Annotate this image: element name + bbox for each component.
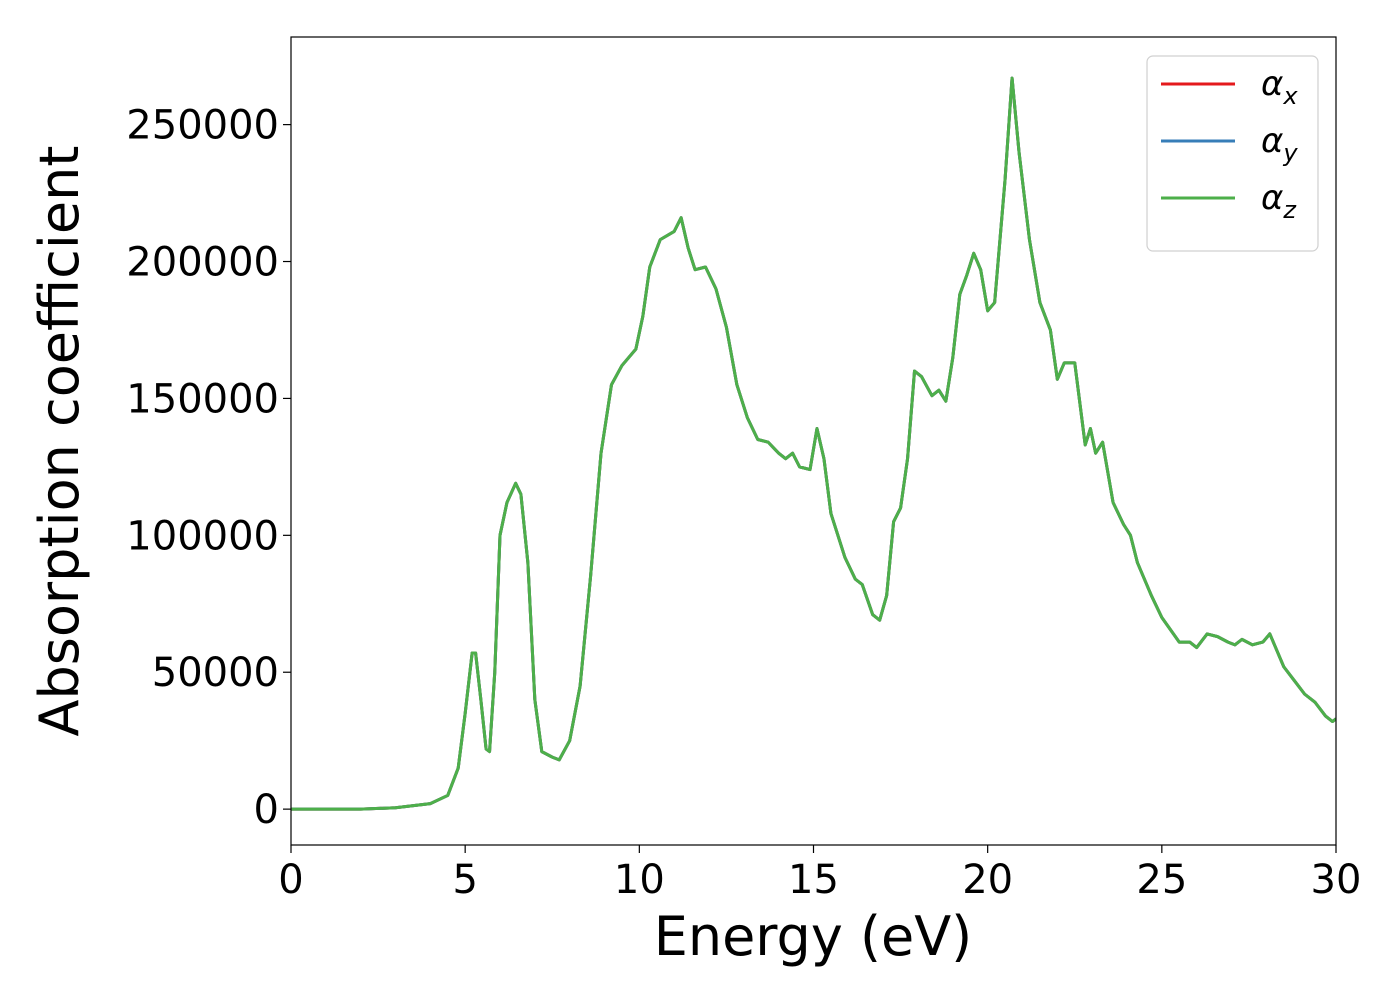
x-tick-label: 0 bbox=[278, 857, 303, 903]
y-tick-label: 0 bbox=[254, 787, 279, 833]
legend-box bbox=[1146, 55, 1319, 252]
legend-label: αz bbox=[1261, 178, 1297, 224]
legend-label: αx bbox=[1261, 64, 1298, 110]
x-axis-label: Energy (eV) bbox=[654, 905, 973, 968]
x-tick-label: 20 bbox=[962, 857, 1013, 903]
y-axis-label: Absorption coefficient bbox=[28, 146, 91, 737]
x-tick-label: 10 bbox=[614, 857, 665, 903]
x-tick-label: 15 bbox=[788, 857, 839, 903]
plot-frame bbox=[290, 36, 1337, 846]
x-tick-label: 25 bbox=[1136, 857, 1187, 903]
y-tick-label: 150000 bbox=[126, 376, 279, 422]
y-tick-label: 100000 bbox=[126, 513, 279, 559]
data-line bbox=[291, 76, 1336, 811]
y-tick-label: 250000 bbox=[126, 103, 279, 149]
x-tick-label: 5 bbox=[452, 857, 477, 903]
y-tick-label: 200000 bbox=[126, 240, 279, 286]
x-tick-label: 30 bbox=[1311, 857, 1362, 903]
legend-label: αy bbox=[1261, 121, 1298, 167]
y-tick-label: 50000 bbox=[152, 650, 279, 696]
